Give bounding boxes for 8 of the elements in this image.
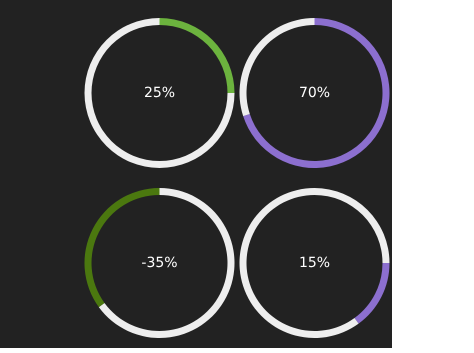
- donut-slice: [98, 188, 234, 338]
- text: 15%: [298, 255, 330, 271]
- donut-slice: [354, 263, 390, 324]
- text: -35%: [141, 255, 178, 271]
- text: 25%: [144, 85, 176, 101]
- text: 70%: [298, 85, 330, 101]
- donut-slice: [243, 18, 390, 168]
- donut-slice: [84, 18, 234, 168]
